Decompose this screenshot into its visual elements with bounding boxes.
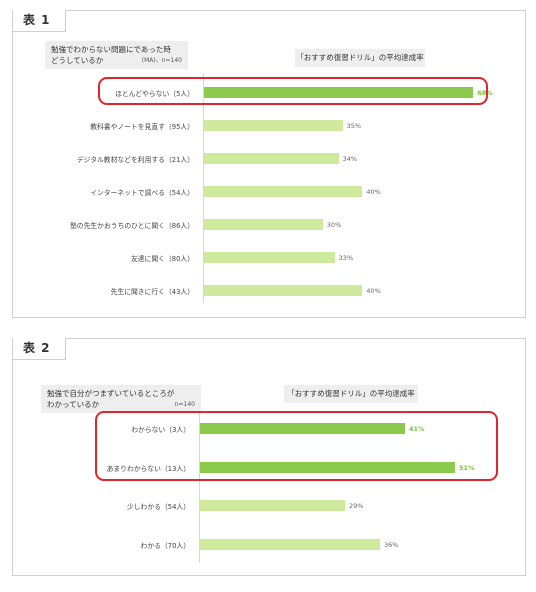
category-label: 少しわかる（54人） [126,503,190,511]
chart-panel-1: 表 1 勉強でわからない問題にであった時 どうしているか (MA)、n=140 … [12,10,526,318]
category-label: 先生に聞きに行く（43人） [110,288,194,296]
chart-tab-2: 表 2 [13,338,66,360]
question-box-1: 勉強でわからない問題にであった時 どうしているか (MA)、n=140 [45,41,188,69]
value-label: 41% [409,425,425,433]
question-line-2b: わかっているか [47,400,100,409]
column-header-2: 「おすすめ復習ドリル」の平均達成率 [284,385,418,403]
highlight-frame [95,411,498,481]
data-bar [200,500,345,511]
data-bar [204,120,343,131]
value-label: 36% [384,540,399,549]
category-label: 友達に聞く（80人） [130,255,194,263]
question-box-2: 勉強で自分がつまずいているところが わかっているか n=140 [41,385,201,413]
value-label: 40% [366,188,381,196]
data-bar [204,252,335,263]
category-label: 教科書やノートを見直す（95人） [90,123,194,131]
value-label: 68% [477,89,493,97]
highlight-frame [98,77,488,105]
data-bar [200,461,455,473]
question-line-2a: 勉強で自分がつまずいているところが [47,389,175,398]
category-label: 塾の先生かおうちのひとに聞く（86人） [70,222,194,230]
axis-divider-2 [199,411,200,563]
data-bar [200,538,380,550]
question-line-1b: どうしているか [51,56,104,65]
question-note-2: n=140 [174,401,195,408]
data-bar [204,153,339,164]
value-label: 34% [342,155,358,163]
category-label: デジタル教材などを利用する（21人） [76,156,194,164]
column-header-1: 「おすすめ復習ドリル」の平均達成率 [295,49,425,67]
data-bar [204,186,363,197]
category-label: ほとんどやらない（5人） [115,90,194,98]
value-label: 30% [326,221,342,229]
data-bar [204,285,363,296]
value-label: 33% [338,254,354,262]
data-bar [204,87,474,98]
value-label: 51% [459,463,475,472]
value-label: 40% [366,287,381,295]
question-line-1a: 勉強でわからない問題にであった時 [51,45,171,54]
chart-panel-2: 表 2 勉強で自分がつまずいているところが わかっているか n=140 「おすす… [12,338,526,576]
category-label: わからない（3人） [131,426,190,434]
data-bar [200,423,405,434]
category-label: あまりわからない（13人） [106,464,190,473]
chart-tab-1: 表 1 [13,10,66,32]
value-label: 35% [346,122,362,130]
category-label: わかる（70人） [140,541,190,550]
question-note-1: (MA)、n=140 [141,57,182,64]
axis-divider-1 [203,73,204,303]
data-bar [204,219,323,230]
category-label: インターネットで調べる（54人） [90,189,194,197]
value-label: 29% [349,502,364,510]
